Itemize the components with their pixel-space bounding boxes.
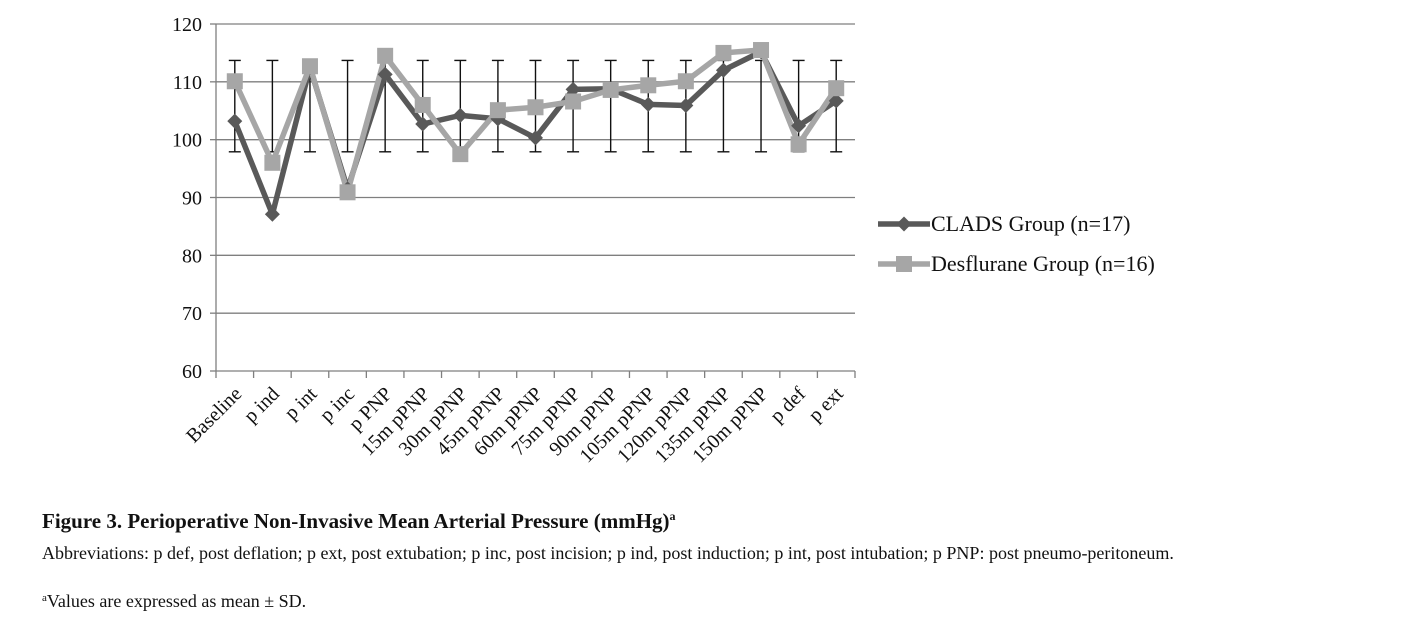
- clads-point: [452, 107, 468, 123]
- legend: CLADS Group (n=17) Desflurane Group (n=16…: [878, 211, 1155, 276]
- legend-label-clads: CLADS Group (n=17): [931, 211, 1130, 236]
- desflurane-point: [753, 42, 770, 59]
- desflurane-point: [677, 73, 694, 90]
- error-bars: [228, 59, 843, 153]
- y-tick-label: 110: [173, 72, 202, 94]
- desflurane-point: [828, 80, 845, 97]
- y-tick-label: 70: [182, 303, 202, 325]
- footnote-text: Values are expressed as mean ± SD.: [46, 591, 307, 611]
- caption-footnote: aValues are expressed as mean ± SD.: [42, 591, 306, 612]
- desflurane-point: [715, 44, 732, 61]
- desflurane-point: [640, 77, 657, 94]
- desflurane-point: [301, 58, 318, 75]
- desflurane-point: [264, 154, 281, 171]
- legend-marker-desflurane: [896, 256, 912, 272]
- series-lines: [226, 42, 845, 222]
- desflurane-point: [226, 73, 243, 90]
- clads-point: [565, 81, 581, 97]
- desflurane-point: [602, 81, 619, 98]
- x-tick-label: p def: [766, 383, 810, 427]
- legend-label-desflurane: Desflurane Group (n=16): [931, 251, 1155, 276]
- clads-point: [415, 116, 431, 132]
- clads-point: [791, 118, 807, 134]
- clads-point: [640, 96, 656, 112]
- legend-marker-clads: [896, 216, 912, 232]
- desflurane-point: [489, 102, 506, 119]
- clads-point: [528, 130, 543, 146]
- caption-abbreviations: Abbreviations: p def, post deflation; p …: [42, 543, 1174, 563]
- desflurane-point: [339, 184, 356, 201]
- x-tick-label: p int: [280, 383, 321, 424]
- figure-caption-title: Figure 3. Perioperative Non-Invasive Mea…: [42, 509, 676, 534]
- footnote-superscript: a: [42, 592, 47, 604]
- y-tick-label: 80: [182, 245, 202, 267]
- y-tick-label: 60: [182, 361, 202, 383]
- y-tick-label: 120: [172, 14, 202, 36]
- clads-point: [227, 113, 243, 129]
- desflurane-point: [377, 47, 394, 64]
- desflurane-point: [527, 99, 544, 116]
- clads-point: [715, 62, 731, 78]
- x-tick-label: p ext: [804, 383, 848, 427]
- desflurane-point: [565, 93, 582, 110]
- x-tick-label: p ind: [240, 383, 284, 427]
- x-tick-label: Baseline: [182, 383, 246, 447]
- clads-point: [678, 98, 694, 114]
- desflurane-point: [452, 146, 469, 163]
- clads-point: [264, 206, 280, 222]
- caption-title-superscript: a: [669, 509, 676, 523]
- y-axis: 60 70 80 90 100 110 120: [172, 14, 217, 383]
- y-tick-label: 100: [172, 130, 202, 152]
- clads-point: [828, 93, 844, 109]
- desflurane-point: [790, 136, 807, 153]
- desflurane-point: [414, 96, 431, 113]
- y-tick-label: 90: [182, 188, 202, 210]
- caption-title-text: Figure 3. Perioperative Non-Invasive Mea…: [42, 509, 670, 533]
- clads-point: [377, 66, 393, 82]
